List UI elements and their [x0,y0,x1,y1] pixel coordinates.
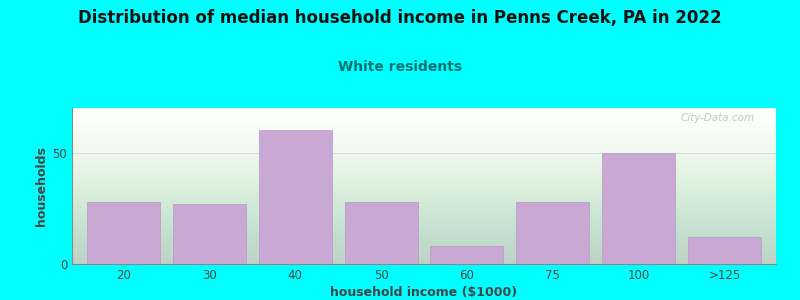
Bar [87,202,160,264]
Text: White residents: White residents [338,60,462,74]
Bar [430,246,503,264]
Bar [345,202,418,264]
Y-axis label: households: households [35,146,48,226]
Bar [258,130,332,264]
X-axis label: household income ($1000): household income ($1000) [330,286,518,299]
Bar [602,153,675,264]
Bar [516,202,590,264]
Text: Distribution of median household income in Penns Creek, PA in 2022: Distribution of median household income … [78,9,722,27]
Text: City-Data.com: City-Data.com [681,113,755,123]
Bar [688,237,761,264]
Bar [173,204,246,264]
